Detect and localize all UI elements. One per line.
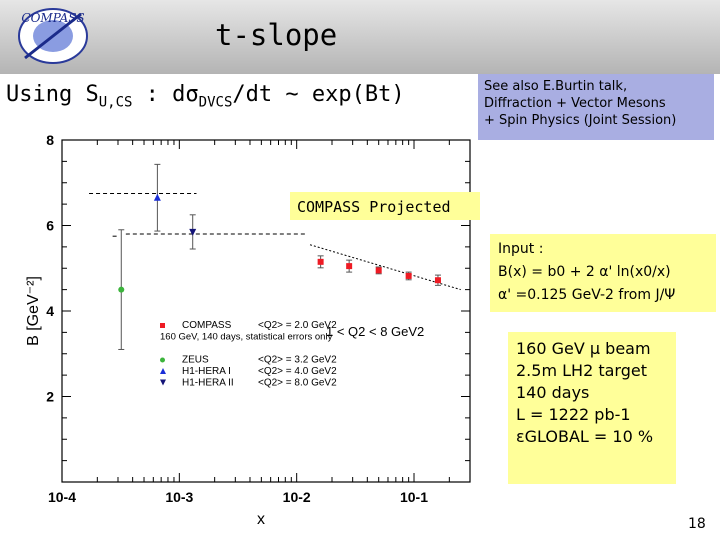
compass-point [317,258,324,265]
h1-hera-i-point [153,193,161,201]
legend-marker-compass [160,323,165,328]
beam-line: 2.5m LH2 target [516,361,647,380]
legend-marker-zeus [160,357,165,363]
y-tick-label: 8 [46,132,54,148]
q2-range-label: 1 < Q2 < 8 GeV2 [326,324,424,339]
x-tick-label: 10-3 [165,489,193,505]
input-formula: B(x) = b0 + 2 α' ln(x0/x) [498,264,671,280]
see-also-note: See also E.Burtin talk, Diffraction + Ve… [478,74,714,140]
projection-label: COMPASS Projected [297,198,451,216]
compass-point [434,277,441,284]
x-tick-label: 10-1 [400,489,428,505]
compass-point [375,267,382,274]
beam-line: 160 GeV μ beam [516,339,651,358]
x-axis-label: x [257,511,265,528]
slide-title: t-slope [215,18,338,52]
subtitle-mid: : dσ [132,82,199,107]
logo-text: COMPASS [21,11,84,25]
t-slope-chart: 10-4 10-3 10-2 10-1 2 4 6 8 x B [GeV⁻²] COMPASS <Q2… [25,132,480,528]
compass-logo: COMPASS [18,8,88,64]
h1-hera-ii-point [189,228,197,236]
page-number: 18 [688,516,706,532]
legend-q2-h1-hera-i: <Q2> = 4.0 GeV2 [258,366,337,377]
legend-q2-zeus: <Q2> = 3.2 GeV2 [258,355,337,366]
legend-label-zeus: ZEUS [182,355,209,366]
legend-label-compass: COMPASS [182,320,232,331]
subtitle-sub2: DVCS [198,94,233,111]
subtitle-post: /dt ~ exp(Bt) [232,82,405,107]
input-alpha: α' =0.125 GeV-2 from J/Ψ [498,287,676,303]
legend-label-h1-hera-i: H1-HERA I [182,366,231,377]
slide-subtitle: Using SU,CS : dσDVCS/dt ~ exp(Bt) [6,82,405,110]
beam-line: L = 1222 pb-1 [516,405,631,424]
see-also-line: Diffraction + Vector Mesons [484,96,666,111]
legend-marker-h1-hera-i [160,368,166,374]
y-tick-label: 4 [46,303,54,319]
y-tick-label: 6 [46,218,54,234]
see-also-line: + Spin Physics (Joint Session) [484,113,677,128]
y-axis-label: B [GeV⁻²] [25,276,42,346]
projection-label-box [290,192,480,220]
legend-marker-h1-hera-ii [160,379,166,386]
x-tick-label: 10-4 [48,489,76,505]
compass-point [405,272,412,279]
see-also-line: See also E.Burtin talk, [484,79,628,94]
legend-q2-compass: <Q2> = 2.0 GeV2 [258,320,337,331]
subtitle-pre: Using S [6,82,99,107]
beam-parameters-note: 160 GeV μ beam 2.5m LH2 target 140 days … [508,332,676,484]
zeus-point [118,286,125,293]
legend-label-h1-hera-ii: H1-HERA II [182,378,234,389]
beam-line: 140 days [516,383,590,402]
y-tick-label: 2 [46,389,54,405]
input-heading: Input : [498,241,544,257]
legend-note: 160 GeV, 140 days, statistical errors on… [160,332,333,343]
beam-line: εGLOBAL = 10 % [516,427,654,446]
input-note: Input : B(x) = b0 + 2 α' ln(x0/x) α' =0.… [490,234,716,312]
legend-q2-h1-hera-ii: <Q2> = 8.0 GeV2 [258,378,337,389]
slide-header [0,0,720,74]
plot-frame [61,139,471,483]
subtitle-sub: U,CS [98,94,133,111]
x-tick-label: 10-2 [283,489,311,505]
compass-point [346,263,353,270]
